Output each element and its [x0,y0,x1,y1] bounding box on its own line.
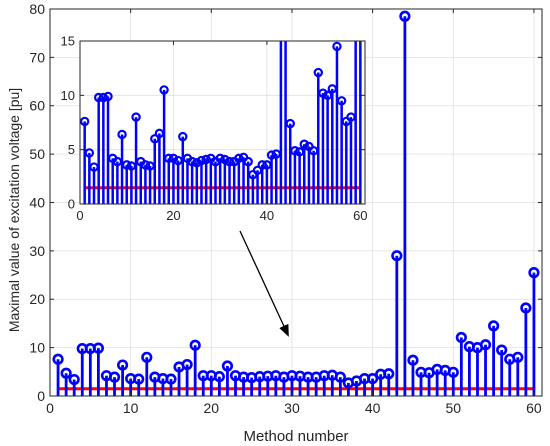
inset-ytick-label: 5 [68,142,75,157]
inset-stem-marker [215,153,225,164]
inset-ytick-label: 0 [68,197,75,212]
inset-stem-marker [117,129,127,140]
inset-stem-marker [299,139,309,149]
main-stem-marker [92,342,104,354]
main-stem-marker [133,373,145,385]
inset-xtick-label: 40 [260,208,274,223]
main-stem-marker [334,371,346,383]
inset-stem-marker [220,154,230,165]
inset-stem-marker [80,116,90,127]
inset-ytick-label: 15 [61,34,75,49]
inset-stem-marker [285,118,295,129]
main-stem-marker [60,367,72,379]
main-stem-marker [116,359,129,371]
main-stem-marker [367,372,379,385]
main-axes-box [49,8,543,397]
main-xtick-label: 50 [445,400,461,416]
main-ytick-label: 40 [29,194,45,210]
inset-xtick-label: 60 [353,208,367,223]
inset-data-series [80,41,362,204]
main-stem-marker [165,373,177,385]
main-stem-marker [447,366,459,378]
main-stem-marker [455,331,467,344]
inset-axes-box [79,40,366,205]
inset-xtick-label: 20 [166,208,180,223]
main-stem-marker [108,371,121,383]
inset-stem-marker [84,148,95,158]
inset-axes-frame [79,40,366,205]
inset-xtick-label: 0 [76,208,83,223]
inset-zoom-chart: 0 20 40 60 0 5 10 15 [61,34,368,223]
main-ytick-label: 80 [29,1,45,17]
inset-ytick-label: 10 [61,88,75,103]
main-stem-marker [528,267,540,279]
main-stem-marker [68,373,80,386]
inset-stem-marker [336,96,347,106]
inset-stem-marker [103,91,113,102]
main-ytick-label: 10 [29,340,45,356]
inset-stem-marker [290,146,300,156]
inset-stem-marker [140,160,151,170]
main-stem-marker [221,360,234,372]
main-ytick-label: 0 [37,388,45,404]
main-stem-marker [189,339,201,351]
main-stem-marker [479,339,492,351]
main-stem-marker [383,368,395,380]
main-data-series [52,10,540,396]
main-xtick-label: 40 [365,400,381,416]
main-ytick-label: 20 [29,291,45,307]
main-xtick-label: 60 [526,400,542,416]
x-axis-label: Method number [243,428,348,445]
inset-tick-labels: 0 20 40 60 0 5 10 15 [61,34,368,223]
annotation-arrow [239,230,289,337]
main-stem-marker [407,354,419,366]
inset-stem-marker [168,153,179,164]
inset-stem-marker [243,156,253,167]
main-xtick-label: 0 [46,400,54,416]
inset-stem-marker [159,85,169,95]
main-stem-marker [391,250,403,262]
main-stem-marker [488,320,500,332]
y-axis-label: Maximal value of excitation voltage [pu] [6,88,22,332]
main-stem-marker [520,302,532,314]
main-stem-marker [399,10,411,22]
main-stem-marker [213,371,225,383]
inset-stem-marker [178,131,188,142]
main-stem-marker [181,358,193,371]
main-stem-marker [512,351,524,363]
main-ytick-label: 70 [29,49,45,65]
main-xtick-label: 20 [204,400,220,416]
main-stem-marker [141,351,153,363]
main-stem-marker [52,353,64,365]
inset-stem-marker [332,41,342,52]
main-ytick-label: 30 [29,243,45,259]
inset-stem-marker [318,88,328,98]
main-stem-marker [496,344,508,356]
main-xtick-label: 10 [123,400,139,416]
inset-stem-marker [122,160,132,170]
inset-stem-marker [131,112,141,122]
inset-stem-marker [187,156,197,167]
inset-stem-marker [313,67,323,78]
main-xtick-label: 30 [284,400,300,416]
main-ytick-label: 60 [29,98,45,114]
main-ytick-label: 50 [29,146,45,162]
